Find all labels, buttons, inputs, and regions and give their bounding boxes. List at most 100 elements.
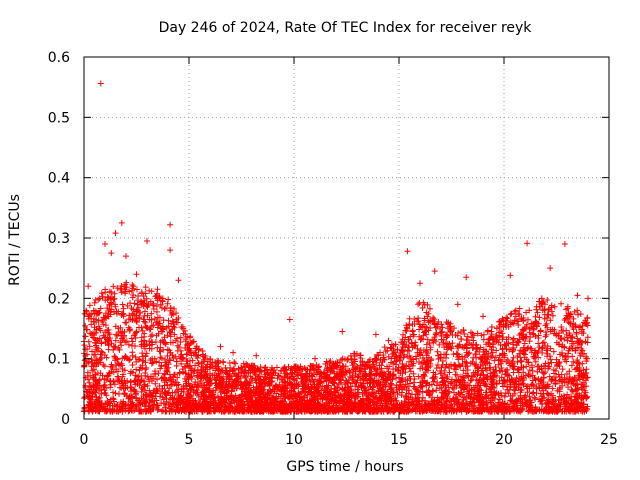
data-point bbox=[141, 318, 148, 325]
data-point bbox=[573, 329, 580, 336]
data-point bbox=[526, 329, 533, 336]
data-point bbox=[339, 392, 346, 399]
data-point bbox=[132, 354, 139, 361]
data-point bbox=[131, 343, 138, 350]
data-point bbox=[568, 362, 575, 369]
data-point bbox=[412, 385, 419, 392]
data-point bbox=[544, 397, 551, 404]
data-point bbox=[122, 319, 129, 326]
data-point bbox=[532, 376, 539, 383]
data-point bbox=[572, 366, 579, 373]
data-point bbox=[232, 360, 239, 367]
data-point bbox=[163, 408, 170, 415]
data-point bbox=[580, 366, 587, 373]
data-point bbox=[127, 300, 134, 307]
data-point bbox=[88, 315, 95, 322]
data-point bbox=[96, 376, 103, 383]
data-point bbox=[536, 314, 543, 321]
data-point bbox=[434, 348, 441, 355]
data-point bbox=[450, 351, 457, 358]
data-point bbox=[104, 327, 111, 334]
data-point bbox=[424, 336, 431, 343]
data-point bbox=[529, 381, 536, 388]
data-point bbox=[430, 314, 437, 321]
data-point bbox=[129, 338, 136, 345]
data-point bbox=[420, 336, 427, 343]
data-point bbox=[154, 324, 161, 331]
data-point bbox=[165, 317, 172, 324]
data-point bbox=[477, 372, 484, 379]
data-point bbox=[160, 317, 167, 324]
data-point bbox=[577, 311, 584, 318]
data-point bbox=[340, 363, 347, 370]
data-point bbox=[174, 347, 181, 354]
data-point bbox=[452, 371, 459, 378]
data-point bbox=[449, 340, 456, 347]
data-point bbox=[111, 353, 118, 360]
data-point bbox=[295, 389, 302, 396]
data-point bbox=[478, 332, 485, 339]
data-point bbox=[149, 331, 156, 338]
data-point bbox=[373, 359, 380, 366]
data-point bbox=[394, 367, 401, 374]
data-point bbox=[417, 379, 424, 386]
data-point bbox=[419, 359, 426, 366]
data-point bbox=[417, 336, 424, 343]
data-point bbox=[405, 390, 412, 397]
data-point bbox=[126, 327, 133, 334]
data-point bbox=[150, 375, 157, 382]
data-point bbox=[98, 339, 105, 346]
data-point bbox=[473, 345, 480, 352]
data-point bbox=[90, 366, 97, 373]
data-point bbox=[289, 369, 296, 376]
data-point bbox=[129, 349, 136, 356]
data-point bbox=[105, 346, 112, 353]
data-point bbox=[426, 382, 433, 389]
data-point bbox=[133, 286, 140, 293]
data-point bbox=[555, 333, 562, 339]
data-point bbox=[525, 372, 532, 379]
data-point bbox=[549, 385, 556, 392]
data-point bbox=[108, 306, 115, 313]
data-point bbox=[468, 377, 475, 384]
data-point bbox=[112, 303, 119, 310]
data-point bbox=[381, 344, 388, 351]
data-point bbox=[103, 376, 110, 383]
data-point bbox=[136, 356, 143, 363]
data-point bbox=[521, 340, 528, 347]
data-point bbox=[161, 334, 168, 341]
data-point bbox=[488, 346, 495, 353]
data-point bbox=[444, 395, 451, 402]
data-point bbox=[106, 377, 113, 384]
data-point bbox=[507, 311, 514, 318]
data-point bbox=[195, 352, 202, 359]
data-point bbox=[455, 344, 462, 351]
data-point bbox=[113, 308, 120, 315]
data-point bbox=[92, 351, 99, 358]
data-point bbox=[144, 382, 151, 389]
data-point bbox=[116, 390, 123, 397]
data-point bbox=[379, 358, 386, 365]
data-point bbox=[167, 339, 174, 346]
data-point bbox=[517, 354, 524, 361]
data-point bbox=[138, 388, 145, 395]
data-point bbox=[432, 324, 439, 331]
data-point bbox=[558, 300, 564, 307]
data-point bbox=[112, 337, 119, 344]
data-point bbox=[576, 376, 583, 383]
data-point bbox=[437, 370, 444, 377]
data-point bbox=[154, 376, 161, 383]
data-point bbox=[502, 371, 509, 378]
data-point bbox=[228, 388, 235, 395]
data-point bbox=[133, 319, 140, 326]
data-point bbox=[326, 376, 333, 383]
data-point bbox=[117, 324, 124, 331]
data-point bbox=[119, 328, 126, 335]
data-point bbox=[88, 321, 95, 328]
data-point bbox=[174, 335, 181, 342]
data-point bbox=[288, 387, 295, 394]
data-point bbox=[455, 376, 462, 383]
data-point bbox=[512, 387, 519, 394]
data-point bbox=[157, 301, 164, 308]
data-point bbox=[460, 367, 467, 374]
